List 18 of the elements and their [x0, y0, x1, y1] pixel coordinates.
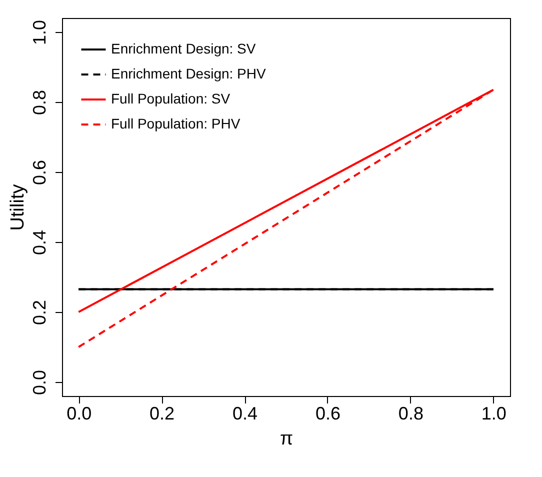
- y-axis-title: Utility: [8, 184, 28, 231]
- x-tick-label: 0.6: [315, 404, 340, 424]
- y-tick-label: 0.6: [30, 160, 50, 186]
- legend-label: Enrichment Design: SV: [111, 40, 256, 56]
- legend-label: Full Population: SV: [111, 90, 231, 106]
- y-tick-label: 0.0: [30, 370, 50, 396]
- x-tick-label: 1.0: [481, 404, 506, 424]
- x-axis-title: π: [280, 428, 294, 450]
- legend-label: Enrichment Design: PHV: [111, 66, 267, 82]
- x-tick-label: 0.4: [232, 404, 258, 424]
- x-tick-label: 0.0: [66, 404, 92, 424]
- y-tick-label: 0.4: [30, 230, 50, 256]
- y-tick-label: 0.2: [30, 300, 50, 326]
- legend-label: Full Population: PHV: [111, 116, 241, 132]
- y-tick-label: 0.8: [30, 90, 50, 116]
- y-tick-label: 1.0: [30, 20, 50, 46]
- x-tick-label: 0.8: [398, 404, 424, 424]
- x-tick-label: 0.2: [150, 404, 175, 424]
